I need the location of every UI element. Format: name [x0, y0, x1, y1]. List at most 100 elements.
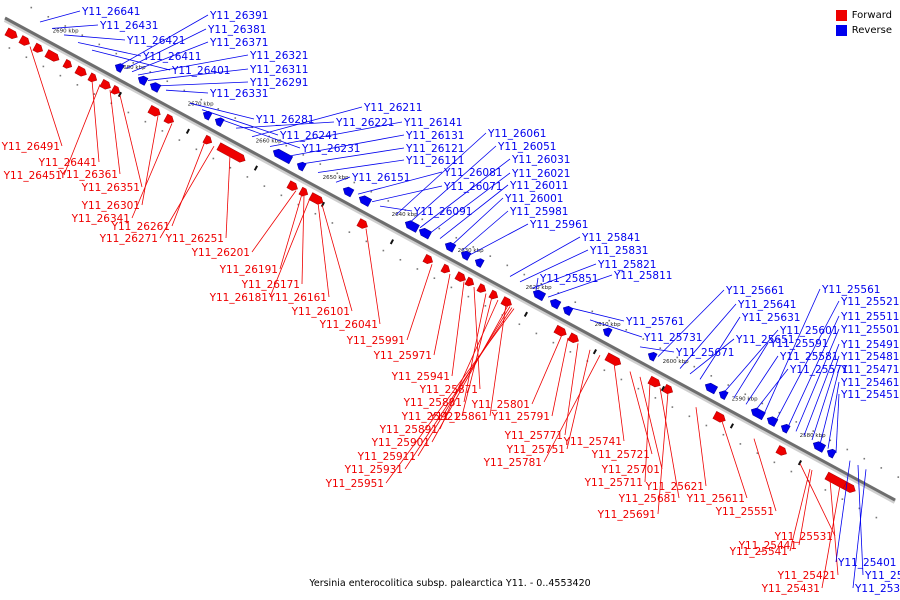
reverse-gene-label-leader — [335, 176, 351, 183]
genome-axis — [4, 16, 896, 502]
reverse-gene-label-leader — [409, 145, 497, 223]
reverse-gene-label-leader — [565, 306, 625, 322]
legend-reverse-label: Reverse — [851, 25, 892, 36]
reverse-gene-label: Y11_26411 — [142, 51, 201, 63]
upper-track-dot — [336, 172, 339, 175]
reverse-gene-label-leader — [547, 274, 613, 298]
lower-track-dot — [722, 433, 725, 436]
reverse-gene-label-leader — [147, 68, 249, 81]
forward-gene — [286, 180, 298, 191]
reverse-gene — [342, 186, 355, 198]
reverse-gene — [474, 258, 485, 268]
reverse-gene-label-leader — [803, 343, 840, 436]
reverse-gene-label: Y11_25731 — [643, 332, 702, 344]
kbp-tick-mark — [729, 423, 734, 429]
reverse-gene-label-leader — [137, 54, 249, 76]
forward-gene-label: Y11_25931 — [344, 464, 403, 476]
lower-track-dot — [229, 166, 232, 169]
reverse-gene-label-leader — [395, 132, 487, 216]
reverse-gene-label-leader — [131, 41, 209, 73]
reverse-gene — [602, 327, 613, 338]
reverse-gene — [137, 75, 149, 86]
genome-caption: Yersinia enterocolitica subsp. palearcti… — [309, 578, 591, 589]
lower-track-dot — [841, 498, 844, 500]
reverse-gene-label: Y11_26641 — [81, 6, 140, 18]
reverse-gene-label-leader — [689, 338, 735, 375]
upper-track-dot — [540, 282, 543, 285]
reverse-gene-label-leader — [852, 469, 867, 589]
reverse-gene-label-leader — [77, 42, 142, 57]
reverse-gene-label-leader — [39, 10, 81, 23]
reverse-gene-label: Y11_26311 — [249, 64, 308, 76]
kbp-tick-label: 2690 kbp — [53, 29, 79, 35]
forward-gene-label-leader — [317, 202, 330, 298]
lower-track-dot — [569, 351, 572, 353]
forward-gene-label-leader — [404, 307, 513, 470]
reverse-gene-label-leader — [639, 346, 675, 353]
lower-track-dot — [773, 461, 776, 464]
upper-track-dot — [880, 467, 883, 469]
lower-track-dot — [688, 415, 691, 418]
reverse-gene-label: Y11_26141 — [403, 117, 462, 129]
forward-gene-label-leader — [461, 296, 493, 417]
forward-gene-label: Y11_26491 — [1, 141, 60, 153]
forward-gene-label-leader — [564, 343, 579, 436]
reverse-gene-label: Y11_25561 — [821, 284, 880, 296]
reverse-gene — [214, 117, 225, 128]
forward-gene-label: Y11_25541 — [729, 546, 788, 558]
reverse-gene-label-leader — [509, 236, 581, 277]
reverse-gene-label: Y11_25831 — [589, 245, 648, 257]
upper-track-dot — [438, 227, 441, 230]
reverse-gene-label-leader — [795, 328, 840, 432]
lower-track-dot — [620, 378, 623, 381]
reverse-gene-label: Y11_26381 — [207, 24, 266, 36]
forward-gene-label-leader — [29, 46, 63, 147]
forward-gene-label: Y11_25971 — [373, 350, 432, 362]
reverse-gene — [114, 63, 125, 73]
lower-track-dot — [314, 212, 317, 215]
reverse-gene-label-leader — [287, 134, 405, 157]
kbp-tick-mark — [523, 311, 528, 318]
reverse-gene-label-leader — [827, 381, 840, 449]
forward-gene-label: Y11_25621 — [645, 481, 704, 493]
reverse-gene-label: Y11_25331 — [864, 570, 900, 582]
reverse-gene — [826, 448, 837, 459]
forward-gene-label-leader — [639, 376, 663, 470]
forward-gene — [454, 271, 466, 282]
reverse-gene-label-leader — [787, 315, 840, 428]
lower-track-dot — [552, 341, 555, 344]
reverse-gene-label: Y11_26081 — [443, 167, 502, 179]
forward-gene-label-leader — [385, 308, 515, 484]
reverse-gene-label: Y11_25671 — [675, 347, 734, 359]
reverse-gene — [404, 220, 420, 233]
forward-gene-label: Y11_25711 — [584, 477, 643, 489]
forward-gene-label: Y11_25921 — [401, 411, 460, 423]
upper-track-dot — [897, 476, 900, 478]
forward-gene — [216, 142, 246, 163]
reverse-gene-label: Y11_25511 — [840, 311, 899, 323]
reverse-gene-label-leader — [755, 368, 789, 410]
forward-gene — [604, 352, 622, 366]
reverse-gene-label: Y11_25841 — [581, 232, 640, 244]
upper-track-dot — [387, 200, 390, 202]
reverse-gene — [562, 305, 574, 316]
reverse-gene-label: Y11_26001 — [504, 193, 563, 205]
reverse-gene-label-leader — [157, 81, 249, 87]
reverse-gene-label: Y11_26291 — [249, 77, 308, 89]
forward-gene-label-leader — [463, 293, 487, 403]
forward-gene-label-leader — [109, 89, 121, 175]
forward-gene-label-leader — [431, 305, 509, 443]
forward-gene-label-leader — [629, 371, 653, 455]
upper-track-dot — [829, 439, 832, 442]
forward-gene-label-leader — [753, 438, 777, 512]
upper-track-dot — [472, 246, 475, 248]
reverse-gene — [647, 351, 658, 362]
reverse-gene-label-leader — [189, 102, 255, 120]
reverse-gene-label: Y11_25591 — [769, 338, 828, 350]
reverse-gene-label: Y11_25571 — [789, 364, 848, 376]
forward-gene-label: Y11_25871 — [419, 384, 478, 396]
reverse-gene — [704, 382, 719, 395]
forward-gene — [553, 324, 567, 337]
reverse-gene-label-leader — [429, 172, 511, 234]
